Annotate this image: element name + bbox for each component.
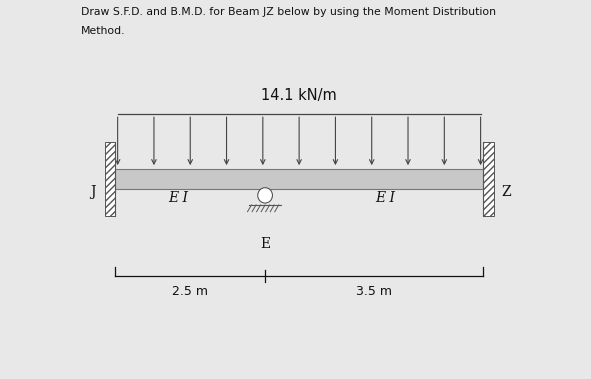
Bar [115, 169, 483, 190]
Text: 3.5 m: 3.5 m [356, 285, 392, 298]
Text: Method.: Method. [81, 26, 125, 36]
Text: Z: Z [501, 185, 511, 199]
Text: 2.5 m: 2.5 m [172, 285, 208, 298]
Text: E I: E I [168, 191, 189, 205]
Ellipse shape [258, 188, 272, 203]
Text: E I: E I [376, 191, 395, 205]
Bar [483, 143, 493, 216]
Text: J: J [90, 185, 96, 199]
Bar [105, 143, 115, 216]
Text: Draw S.F.D. and B.M.D. for Beam JZ below by using the Moment Distribution: Draw S.F.D. and B.M.D. for Beam JZ below… [81, 7, 496, 17]
Text: E: E [260, 237, 270, 251]
Text: 14.1 kN/m: 14.1 kN/m [261, 88, 337, 103]
